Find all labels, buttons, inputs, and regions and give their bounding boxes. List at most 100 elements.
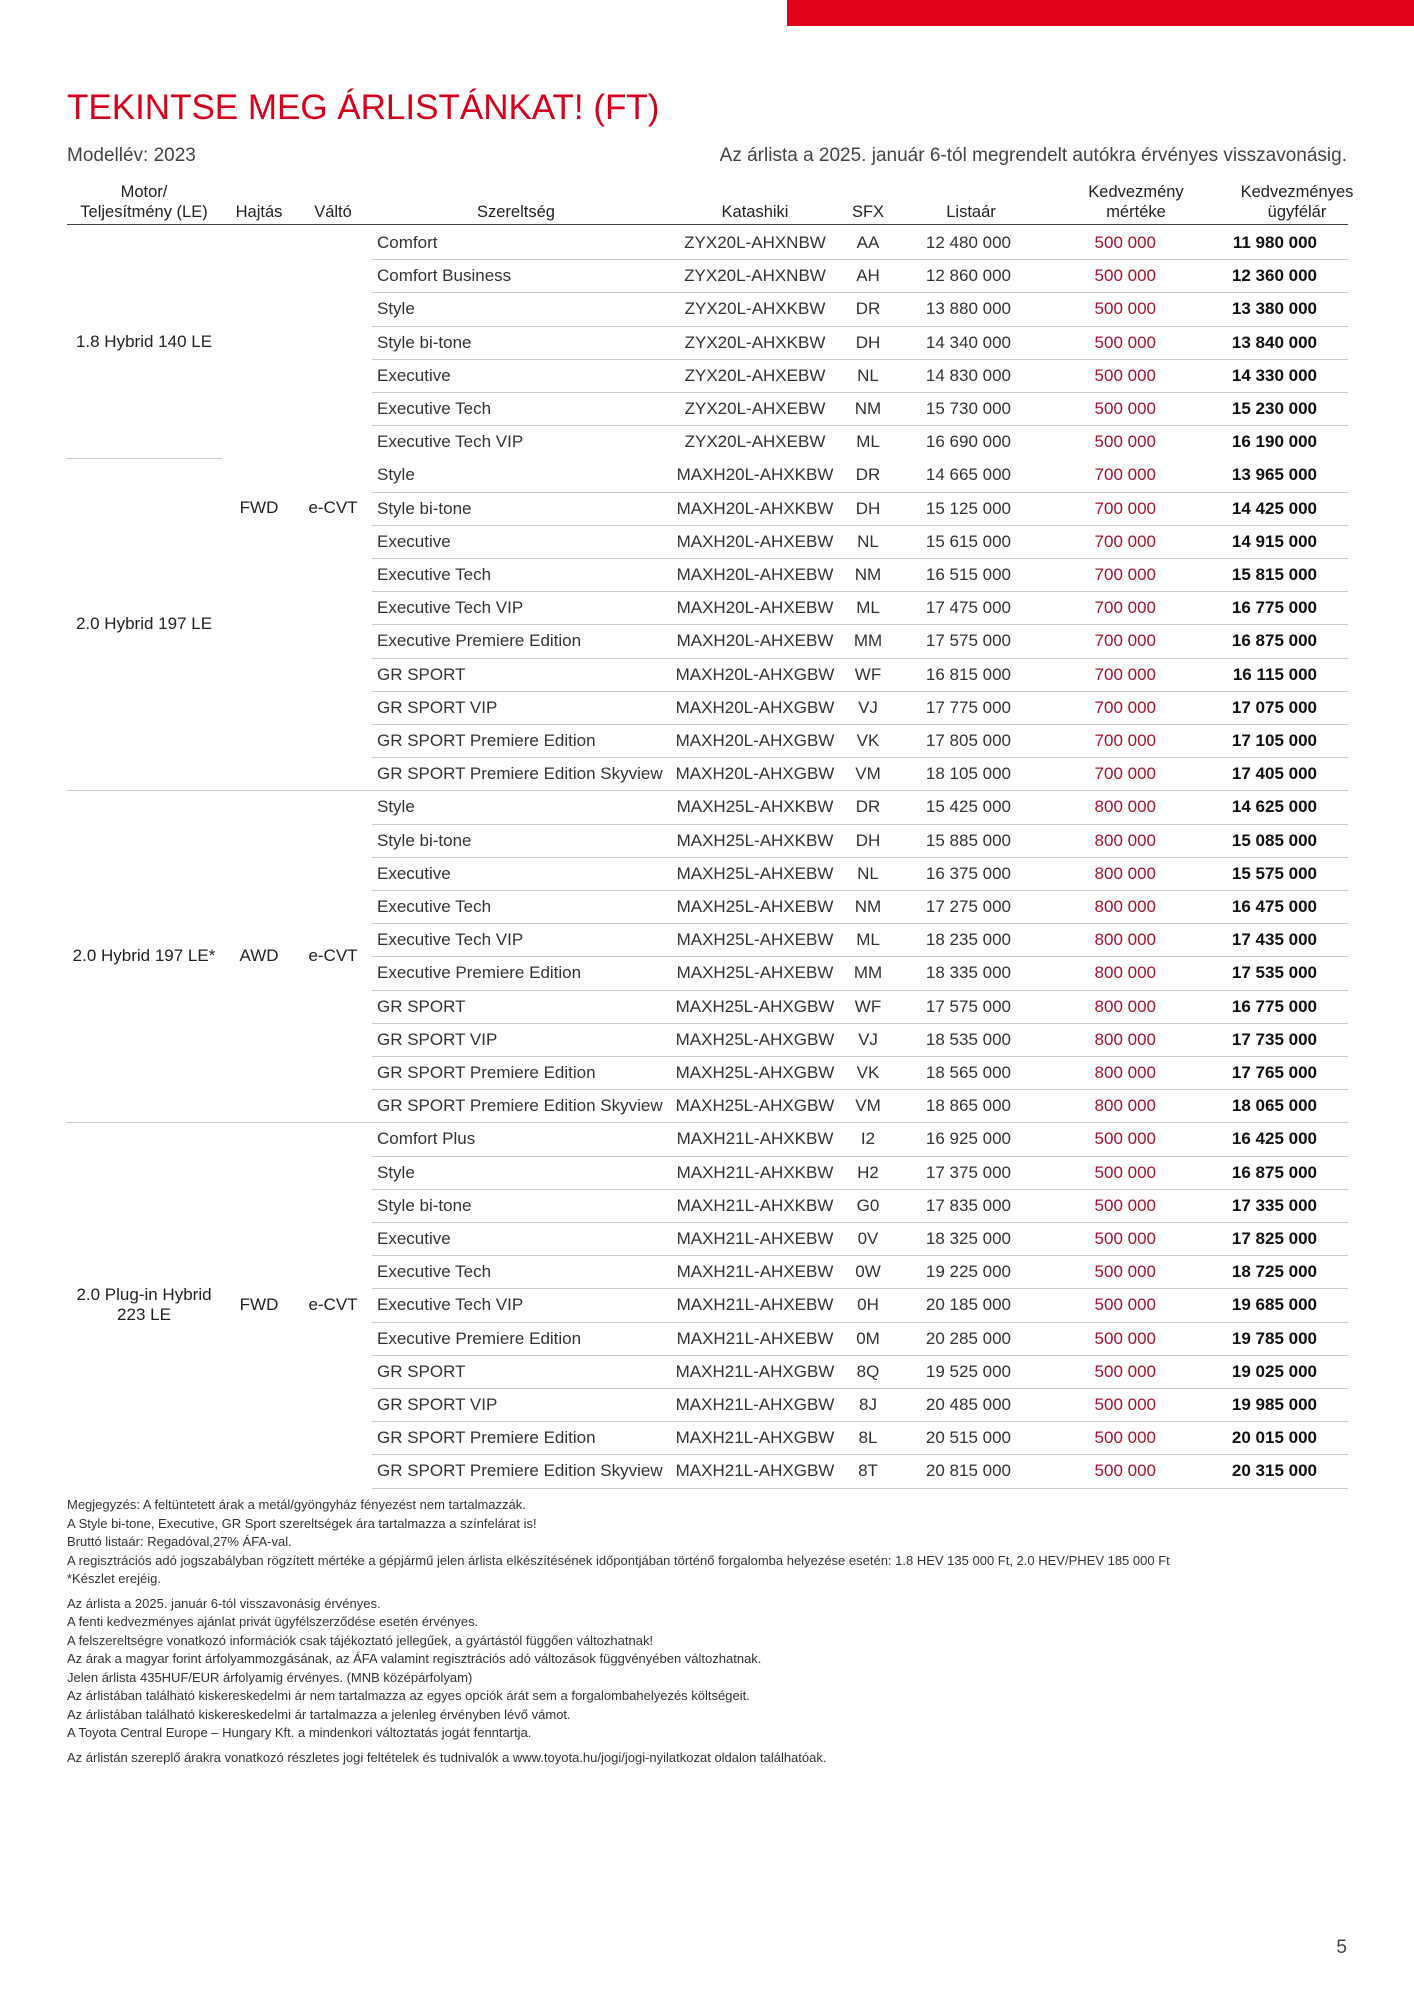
cell: MM bbox=[853, 963, 883, 983]
cell: 0H bbox=[857, 1295, 879, 1315]
cell: 500 000 bbox=[1094, 1461, 1156, 1481]
cell: 18 535 000 bbox=[925, 1029, 1011, 1049]
engine-rule bbox=[67, 458, 222, 460]
note-line: A felszereltségre vonatkozó információk … bbox=[67, 1632, 654, 1648]
cell: 19 985 000 bbox=[1231, 1395, 1317, 1414]
cell: 500 000 bbox=[1094, 1162, 1156, 1182]
cell: 17 765 000 bbox=[1231, 1063, 1317, 1082]
cell: 19 785 000 bbox=[1231, 1328, 1317, 1348]
cell: H2 bbox=[857, 1162, 879, 1182]
cell: GR SPORT VIP bbox=[377, 1395, 498, 1414]
note-line: A regisztrációs adó jogszabályban rögzít… bbox=[67, 1552, 1170, 1568]
cell: G0 bbox=[856, 1195, 880, 1215]
row-rule bbox=[372, 1188, 1348, 1190]
cell: MAXH21L-AHXKBW bbox=[676, 1195, 834, 1215]
cell: 16 425 000 bbox=[1231, 1129, 1317, 1149]
row-rule bbox=[372, 690, 1348, 692]
cell: 18 725 000 bbox=[1231, 1262, 1317, 1282]
cell: 17 575 000 bbox=[925, 996, 1011, 1016]
bottom-rule bbox=[372, 1487, 1348, 1489]
row-rule bbox=[372, 1089, 1348, 1091]
cell: Comfort Business bbox=[377, 266, 512, 286]
cell: 13 965 000 bbox=[1231, 465, 1317, 485]
cell: MAXH20L-AHXGBW bbox=[675, 764, 835, 784]
cell: Style bbox=[377, 1162, 415, 1182]
cell: Executive bbox=[377, 365, 451, 385]
cell: 800 000 bbox=[1094, 863, 1156, 883]
cell: Comfort Plus bbox=[377, 1129, 476, 1149]
cell: 20 315 000 bbox=[1231, 1461, 1317, 1481]
cell: MAXH20L-AHXGBW bbox=[675, 731, 835, 750]
note-line: A Style bi-tone, Executive, GR Sport sze… bbox=[67, 1515, 537, 1531]
cell: Style bi-tone bbox=[377, 332, 472, 352]
cell: MAXH21L-AHXEBW bbox=[676, 1262, 834, 1282]
cell: 18 065 000 bbox=[1231, 1096, 1317, 1116]
cell: 12 480 000 bbox=[925, 233, 1011, 252]
cell: Executive Tech VIP bbox=[377, 930, 524, 950]
cell: 14 340 000 bbox=[925, 332, 1011, 352]
cell: 15 730 000 bbox=[925, 399, 1011, 418]
cell: ZYX20L-AHXEBW bbox=[684, 399, 826, 418]
column-header: Kedvezmény mértéke bbox=[1088, 183, 1184, 221]
cell: 20 515 000 bbox=[925, 1428, 1011, 1448]
cell: ML bbox=[856, 432, 880, 452]
row-rule bbox=[372, 923, 1348, 925]
cell: 17 335 000 bbox=[1231, 1195, 1317, 1215]
cell: 20 285 000 bbox=[925, 1328, 1011, 1348]
cell: ZYX20L-AHXKBW bbox=[684, 299, 826, 319]
cell: 20 015 000 bbox=[1231, 1428, 1317, 1448]
column-header: Motor/ Teljesítmény (LE) bbox=[80, 183, 208, 221]
cell: I2 bbox=[860, 1129, 876, 1149]
cell: 0M bbox=[856, 1328, 880, 1348]
cell: ZYX20L-AHXNBW bbox=[684, 266, 826, 286]
cell: 16 775 000 bbox=[1231, 598, 1317, 618]
row-rule bbox=[372, 358, 1348, 360]
cell: 500 000 bbox=[1094, 332, 1156, 352]
cell: 12 360 000 bbox=[1231, 266, 1317, 286]
cell: 15 885 000 bbox=[925, 830, 1011, 850]
cell: 14 625 000 bbox=[1231, 797, 1317, 817]
row-rule bbox=[372, 657, 1348, 659]
motor: 2.0 Hybrid 197 LE bbox=[75, 614, 213, 634]
cell: 17 435 000 bbox=[1231, 930, 1317, 950]
cell: NL bbox=[857, 863, 879, 883]
cell: MAXH21L-AHXGBW bbox=[675, 1395, 835, 1414]
row-rule bbox=[372, 524, 1348, 526]
cell: 8Q bbox=[856, 1361, 880, 1381]
cell: 20 185 000 bbox=[925, 1295, 1011, 1315]
row-rule bbox=[372, 890, 1348, 891]
cell: 18 325 000 bbox=[925, 1229, 1011, 1248]
note-line: *Készlet erejéig. bbox=[67, 1571, 161, 1586]
cell: VJ bbox=[858, 1029, 878, 1049]
cell: GR SPORT Premiere Edition Skyview bbox=[377, 1096, 663, 1116]
cell: MAXH25L-AHXEBW bbox=[676, 930, 834, 950]
cell: GR SPORT VIP bbox=[377, 697, 498, 717]
cell: Executive Tech VIP bbox=[377, 1295, 524, 1315]
cell: Style bbox=[377, 797, 415, 817]
cell: MAXH20L-AHXKBW bbox=[676, 465, 834, 485]
note-line: A Toyota Central Europe – Hungary Kft. a… bbox=[67, 1725, 532, 1740]
cell: GR SPORT Premiere Edition bbox=[377, 1063, 596, 1082]
cell: GR SPORT VIP bbox=[377, 1029, 498, 1049]
cell: DR bbox=[855, 465, 881, 485]
row-rule bbox=[372, 1022, 1348, 1024]
cell: 15 230 000 bbox=[1231, 399, 1317, 418]
row-rule bbox=[372, 591, 1348, 593]
cell: Executive bbox=[377, 1229, 451, 1248]
cell: 500 000 bbox=[1094, 1295, 1156, 1315]
cell: 0W bbox=[855, 1262, 881, 1282]
cell: DR bbox=[855, 797, 881, 817]
row-rule bbox=[372, 956, 1348, 958]
cell: 17 835 000 bbox=[925, 1195, 1011, 1215]
cell: MAXH25L-AHXGBW bbox=[675, 1096, 835, 1116]
cell: 15 615 000 bbox=[925, 531, 1011, 551]
cell: 800 000 bbox=[1094, 830, 1156, 850]
cell: 500 000 bbox=[1094, 233, 1156, 252]
cell: VM bbox=[855, 764, 881, 784]
cell: 16 190 000 bbox=[1231, 432, 1317, 452]
cell: 17 275 000 bbox=[925, 897, 1011, 916]
cell: 15 425 000 bbox=[925, 797, 1011, 817]
row-rule bbox=[372, 1222, 1348, 1223]
cell: 500 000 bbox=[1094, 1229, 1156, 1248]
